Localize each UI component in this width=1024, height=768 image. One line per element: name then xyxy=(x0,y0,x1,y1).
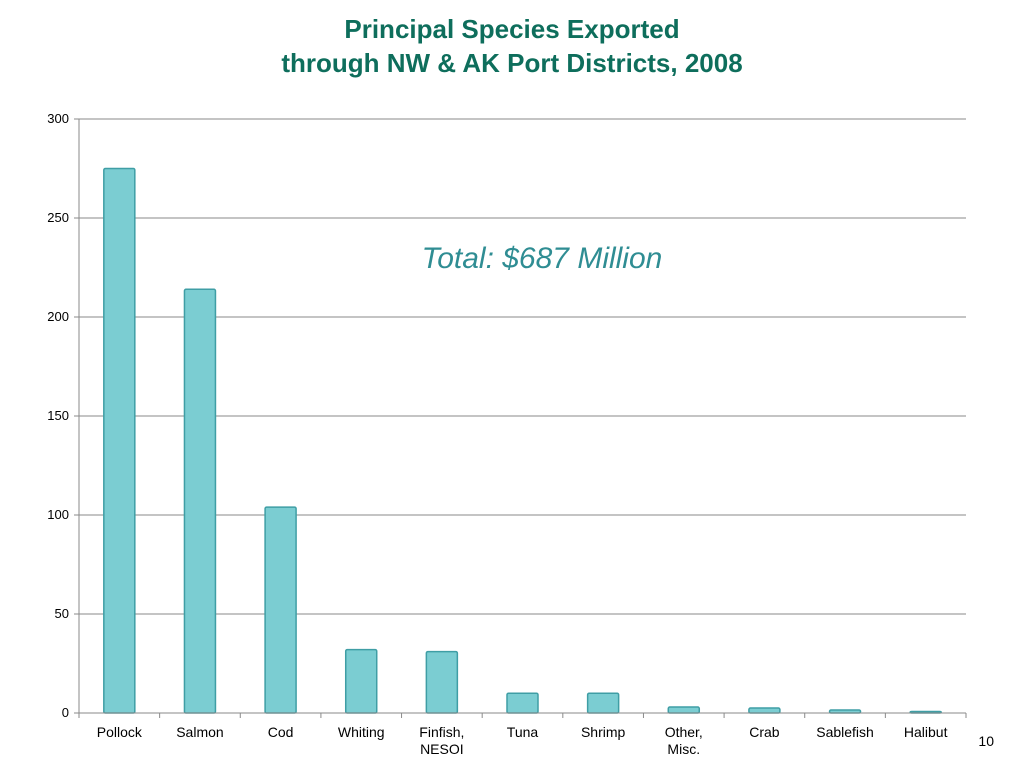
x-tick-label: Salmon xyxy=(176,724,223,740)
slide-title: Principal Species Exported through NW & … xyxy=(0,12,1024,80)
x-tick-label: Tuna xyxy=(507,724,539,740)
y-tick-label: 300 xyxy=(47,111,69,126)
bar xyxy=(264,506,297,714)
y-tick-label: 0 xyxy=(62,705,69,720)
title-line-1: Principal Species Exported xyxy=(344,14,680,44)
total-annotation: Total: $687 Million xyxy=(422,242,663,275)
bar xyxy=(183,288,217,714)
x-tick-label: Cod xyxy=(268,724,294,740)
bar xyxy=(748,707,781,714)
x-tick-label: Whiting xyxy=(338,724,385,740)
y-tick-label: 50 xyxy=(55,606,69,621)
bar xyxy=(103,167,136,714)
y-tick-label: 100 xyxy=(47,507,69,522)
x-tick-label: Finfish, NESOI xyxy=(419,724,464,757)
y-tick-label: 250 xyxy=(47,210,69,225)
bar xyxy=(344,648,378,714)
x-tick-label: Halibut xyxy=(904,724,948,740)
y-tick-label: 150 xyxy=(47,408,69,423)
bar xyxy=(506,692,539,714)
x-tick-label: Pollock xyxy=(97,724,143,740)
x-tick-label: Crab xyxy=(749,724,780,740)
y-tick-label: 200 xyxy=(47,309,69,324)
x-tick-label: Shrimp xyxy=(581,724,626,740)
title-line-2: through NW & AK Port Districts, 2008 xyxy=(281,48,743,78)
page-number: 10 xyxy=(978,733,994,749)
bar xyxy=(425,650,459,714)
bar xyxy=(667,706,701,714)
x-tick-label: Sablefish xyxy=(816,724,874,740)
x-tick-label: Other, Misc. xyxy=(665,724,703,757)
bar xyxy=(586,692,620,714)
